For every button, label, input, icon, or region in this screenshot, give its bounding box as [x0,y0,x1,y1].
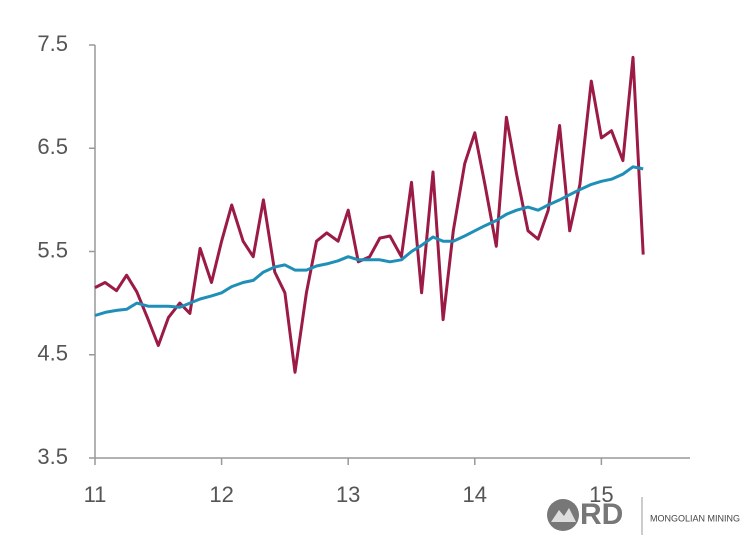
x-tick-label: 14 [463,482,487,507]
y-tick-label: 4.5 [37,341,68,366]
logo-text: MONGOLIAN MINING [650,513,740,523]
y-tick-label: 7.5 [37,31,68,56]
y-tick-label: 5.5 [37,237,68,262]
series-line [94,55,645,374]
x-tick-label: 11 [84,482,107,507]
y-tick-label: 3.5 [37,444,68,469]
x-tick-label: 12 [209,482,233,507]
x-tick-label: 15 [589,482,613,507]
series-line [94,165,644,317]
y-tick-label: 6.5 [37,134,68,159]
logo-mountain [551,508,576,522]
logo-mark: RD [580,498,623,531]
x-tick-label: 13 [336,482,360,507]
